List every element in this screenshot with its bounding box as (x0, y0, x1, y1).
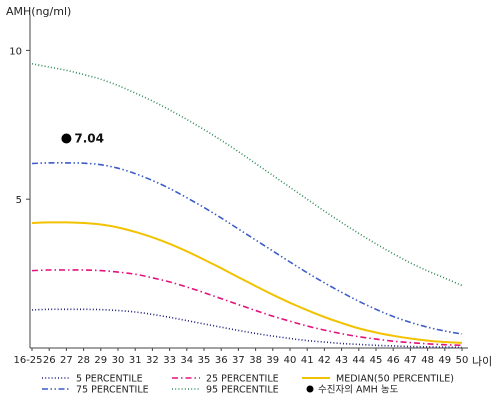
x-tick-label: 28 (77, 355, 90, 366)
x-tick-label: 33 (163, 355, 176, 366)
x-tick-label: 48 (421, 355, 434, 366)
x-tick-label: 36 (215, 355, 228, 366)
series-lines (31, 63, 463, 349)
y-tick-label: 5 (16, 195, 22, 206)
x-tick-label: 30 (112, 355, 125, 366)
series-line-25-percentile (31, 269, 463, 347)
x-tick-label: 16-25 (13, 355, 42, 366)
x-tick-label: 37 (232, 355, 245, 366)
x-tick-label: 31 (129, 355, 142, 366)
series-line-5-percentile (31, 308, 463, 349)
x-ticks: 16-25 26 27 28 29 30 31 32 33 34 35 36 37 38 39 40 41 42 4… (13, 348, 468, 366)
x-tick-label: 44 (352, 355, 365, 366)
x-tick-label: 43 (335, 355, 348, 366)
x-tick-label: 45 (370, 355, 383, 366)
x-tick-label: 40 (284, 355, 297, 366)
x-tick-label: 47 (404, 355, 417, 366)
legend-label: 수진자의 AMH 농도 (318, 385, 399, 396)
legend-label: 25 PERCENTILE (206, 374, 279, 385)
x-tick-label: 32 (146, 355, 159, 366)
series-line-95-percentile (31, 63, 463, 287)
series-line-75-percentile (31, 162, 463, 335)
x-tick-label: 26 (43, 355, 56, 366)
legend-label: MEDIAN(50 PERCENTILE) (336, 374, 454, 385)
x-tick-label: 29 (94, 355, 107, 366)
legend-label: 75 PERCENTILE (76, 385, 149, 396)
x-tick-label: 27 (60, 355, 73, 366)
legend-label: 5 PERCENTILE (76, 374, 143, 385)
legend-marker-swatch (306, 385, 314, 393)
patient-amh-point (61, 133, 72, 144)
series-line-median-50-percentile (31, 221, 463, 344)
x-tick-label: 46 (387, 355, 400, 366)
x-tick-label: 41 (301, 355, 314, 366)
y-ticks: 5 10 (9, 46, 30, 206)
legend-label: 95 PERCENTILE (206, 385, 279, 396)
y-tick-label: 10 (9, 46, 22, 57)
patient-markers: 7.04 (61, 131, 104, 145)
x-tick-label: 50 (456, 355, 469, 366)
x-tick-label: 42 (318, 355, 331, 366)
x-tick-label: 39 (266, 355, 279, 366)
legend: 5 PERCENTILE 25 PERCENTILE MEDIAN(50 PERCE… (42, 374, 454, 396)
patient-amh-value-label: 7.04 (74, 131, 104, 145)
x-tick-label: 49 (438, 355, 451, 366)
x-tick-label: 34 (180, 355, 193, 366)
x-tick-label: 38 (249, 355, 262, 366)
x-axis-title: 나이 (472, 355, 492, 368)
x-tick-label: 35 (198, 355, 211, 366)
y-axis-title: AMH(ng/ml) (6, 5, 71, 18)
